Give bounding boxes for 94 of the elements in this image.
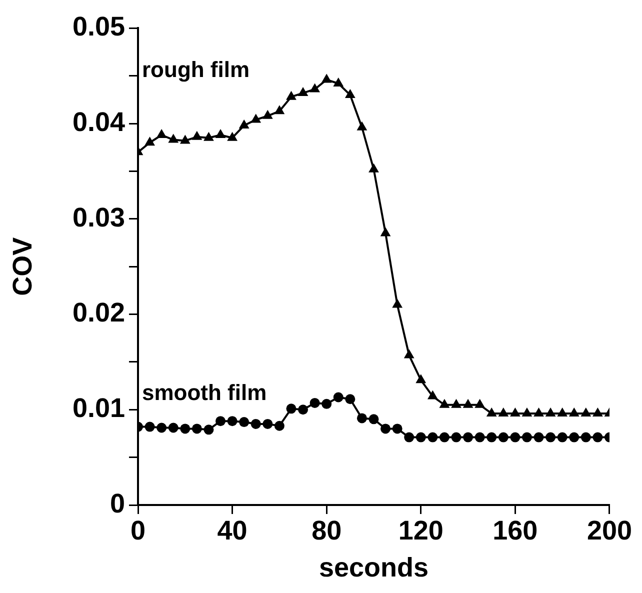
- point: [474, 432, 485, 442]
- point: [250, 418, 261, 429]
- point: [262, 110, 273, 119]
- point: [262, 418, 273, 429]
- point: [227, 132, 238, 141]
- y-tick-label: 0.04: [72, 107, 125, 138]
- point: [250, 114, 262, 123]
- point: [204, 424, 214, 435]
- point: [451, 398, 462, 408]
- point: [380, 227, 391, 236]
- point: [192, 130, 202, 140]
- point: [156, 129, 167, 138]
- point: [216, 416, 226, 426]
- point: [428, 432, 438, 442]
- point: [356, 413, 367, 424]
- point: [286, 404, 296, 414]
- point: [333, 392, 344, 402]
- point: [439, 432, 450, 442]
- point: [344, 88, 356, 98]
- point: [368, 414, 379, 424]
- point: [592, 432, 603, 442]
- point: [463, 432, 474, 442]
- point: [568, 407, 580, 416]
- point: [274, 105, 285, 114]
- point: [156, 422, 167, 433]
- point: [451, 432, 462, 442]
- point: [380, 424, 391, 434]
- point: [239, 417, 250, 428]
- y-tick-label: 0.03: [72, 202, 125, 232]
- point: [557, 407, 568, 416]
- point: [498, 432, 508, 442]
- point: [227, 416, 238, 426]
- point: [486, 432, 497, 442]
- point: [392, 298, 403, 308]
- point: [498, 407, 509, 416]
- y-tick-label: 0: [110, 488, 125, 518]
- point: [322, 398, 332, 409]
- point: [510, 407, 520, 416]
- point: [274, 420, 284, 431]
- point: [180, 424, 190, 434]
- x-tick-label: 40: [217, 516, 248, 546]
- point: [462, 398, 474, 408]
- point: [522, 407, 532, 416]
- point: [180, 134, 190, 144]
- point: [522, 432, 532, 442]
- point: [546, 432, 556, 442]
- point: [168, 134, 179, 143]
- point: [286, 90, 296, 100]
- point: [580, 407, 592, 416]
- point: [534, 432, 544, 442]
- point: [298, 87, 308, 96]
- point: [404, 432, 414, 442]
- y-tick-label: 0.02: [72, 298, 125, 328]
- point: [298, 404, 308, 415]
- point: [474, 398, 486, 408]
- point: [144, 422, 155, 432]
- point: [192, 424, 202, 434]
- x-tick-label: 160: [492, 516, 538, 546]
- y-tick-label: 0.05: [72, 12, 125, 42]
- point: [345, 394, 356, 404]
- point: [368, 163, 379, 172]
- point: [545, 407, 556, 416]
- point: [557, 432, 568, 442]
- point: [486, 407, 497, 416]
- point: [510, 432, 520, 442]
- point: [592, 407, 603, 416]
- point: [310, 83, 320, 92]
- point: [356, 121, 368, 130]
- point: [534, 407, 544, 416]
- point: [580, 432, 591, 442]
- point: [569, 432, 580, 442]
- point: [416, 432, 426, 442]
- point: [333, 78, 344, 87]
- point: [238, 119, 250, 128]
- point: [439, 398, 450, 408]
- series-label: smooth film: [142, 380, 267, 405]
- point: [392, 424, 402, 434]
- point: [427, 390, 438, 400]
- point: [144, 136, 155, 146]
- point: [215, 129, 226, 138]
- x-tick-label: 120: [398, 516, 444, 546]
- point: [204, 132, 214, 141]
- point: [321, 74, 332, 83]
- point: [310, 398, 320, 408]
- series-label: rough film: [142, 57, 250, 82]
- y-tick-label: 0.01: [72, 393, 125, 424]
- point: [404, 349, 414, 358]
- y-axis-title: COV: [8, 237, 38, 296]
- x-tick-label: 200: [586, 516, 632, 546]
- x-tick-label: 80: [312, 516, 342, 546]
- point: [168, 422, 178, 433]
- x-tick-label: 0: [130, 516, 146, 546]
- x-axis-title: seconds: [318, 552, 429, 582]
- point: [416, 374, 426, 384]
